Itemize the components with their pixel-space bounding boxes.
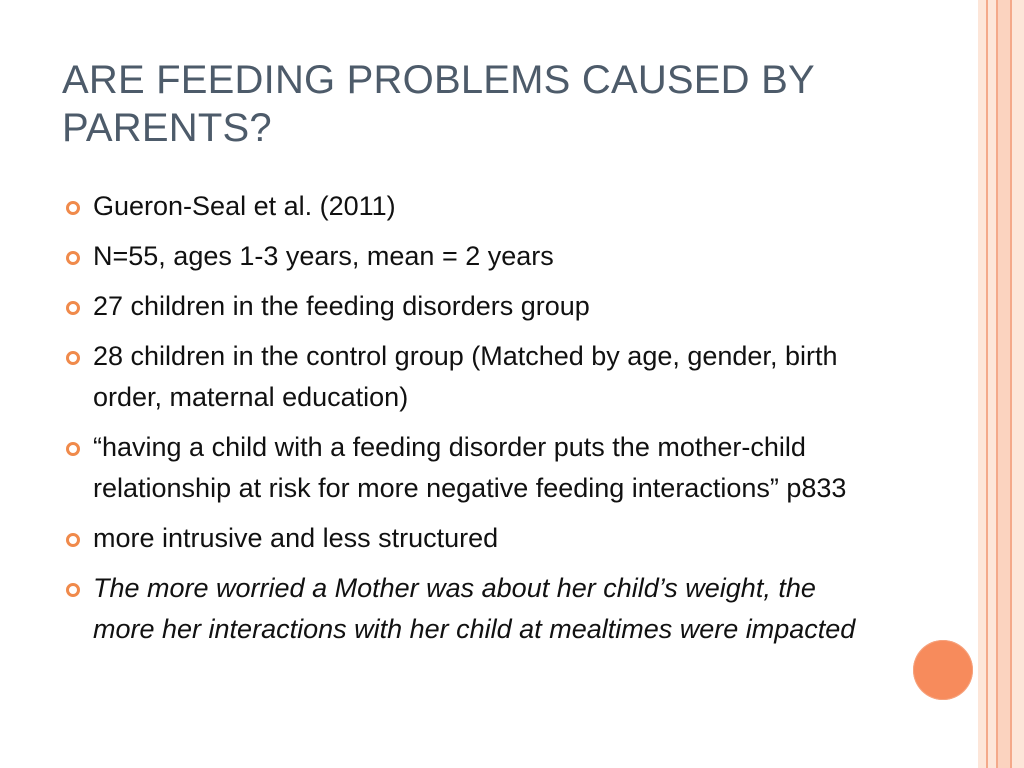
circle-bullet-icon [66, 351, 80, 365]
circle-bullet-icon [66, 251, 80, 265]
bullet-text: 27 children in the feeding disorders gro… [93, 291, 590, 321]
circle-bullet-icon [66, 301, 80, 315]
bullet-item: 28 children in the control group (Matche… [62, 336, 862, 418]
decorative-stripe [986, 0, 988, 768]
bullet-text: 28 children in the control group (Matche… [93, 341, 838, 412]
circle-bullet-icon [66, 442, 80, 456]
decorative-stripe [998, 0, 1010, 768]
decorative-stripe [988, 0, 996, 768]
decorative-stripe [996, 0, 998, 768]
decorative-stripe [1010, 0, 1012, 768]
bullet-list: Gueron-Seal et al. (2011) N=55, ages 1-3… [62, 186, 862, 659]
bullet-item: Gueron-Seal et al. (2011) [62, 186, 862, 227]
bullet-text: N=55, ages 1-3 years, mean = 2 years [93, 241, 554, 271]
slide-title: ARE FEEDING PROBLEMS CAUSED BY PARENTS? [62, 58, 815, 150]
bullet-item: The more worried a Mother was about her … [62, 568, 862, 650]
circle-bullet-icon [66, 583, 80, 597]
bullet-item: 27 children in the feeding disorders gro… [62, 286, 862, 327]
bullet-item: more intrusive and less structured [62, 518, 862, 559]
bullet-item: N=55, ages 1-3 years, mean = 2 years [62, 236, 862, 277]
bullet-item: “having a child with a feeding disorder … [62, 427, 862, 509]
decorative-stripe [1012, 0, 1024, 768]
accent-circle-decoration [913, 640, 973, 700]
circle-bullet-icon [66, 201, 80, 215]
bullet-text: Gueron-Seal et al. (2011) [93, 191, 396, 221]
bullet-text: more intrusive and less structured [93, 523, 499, 553]
bullet-text: The more worried a Mother was about her … [93, 573, 856, 644]
circle-bullet-icon [66, 533, 80, 547]
bullet-text: “having a child with a feeding disorder … [93, 432, 847, 503]
decorative-stripe [978, 0, 986, 768]
